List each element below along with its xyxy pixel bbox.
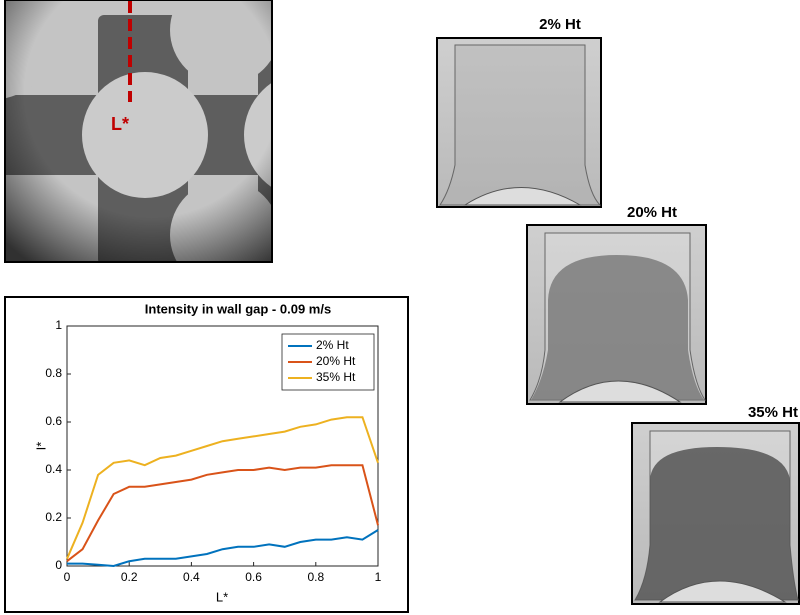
x-tick-label: 0.6 <box>245 570 262 584</box>
y-tick-label: 0.4 <box>45 462 62 476</box>
legend-label: 2% Ht <box>316 338 349 352</box>
main-image <box>0 0 370 295</box>
panel: 20% Ht <box>527 204 706 404</box>
x-tick-label: 0 <box>64 570 71 584</box>
panel-label: 20% Ht <box>627 204 677 221</box>
y-tick-label: 0.8 <box>45 366 62 380</box>
x-tick-label: 0.2 <box>121 570 138 584</box>
figure: L* 2% Ht 20% Ht 35% Ht Intensity in wall… <box>0 0 800 615</box>
x-tick-label: 1 <box>375 570 382 584</box>
legend-label: 20% Ht <box>316 354 356 368</box>
legend-label: 35% Ht <box>316 370 356 384</box>
x-axis-label: L* <box>216 589 228 604</box>
panel: 35% Ht <box>632 404 799 604</box>
x-tick-label: 0.8 <box>307 570 324 584</box>
y-tick-label: 0 <box>55 558 62 572</box>
panel-label: 2% Ht <box>539 16 581 33</box>
y-tick-label: 0.2 <box>45 510 62 524</box>
chart-title: Intensity in wall gap - 0.09 m/s <box>145 301 331 316</box>
y-axis-label: I* <box>33 442 48 451</box>
panel: 2% Ht <box>437 16 601 207</box>
annotation: L* <box>111 114 129 134</box>
x-tick-label: 0.4 <box>183 570 200 584</box>
y-tick-label: 1 <box>55 318 62 332</box>
panel-label: 35% Ht <box>748 404 798 421</box>
y-tick-label: 0.6 <box>45 414 62 428</box>
